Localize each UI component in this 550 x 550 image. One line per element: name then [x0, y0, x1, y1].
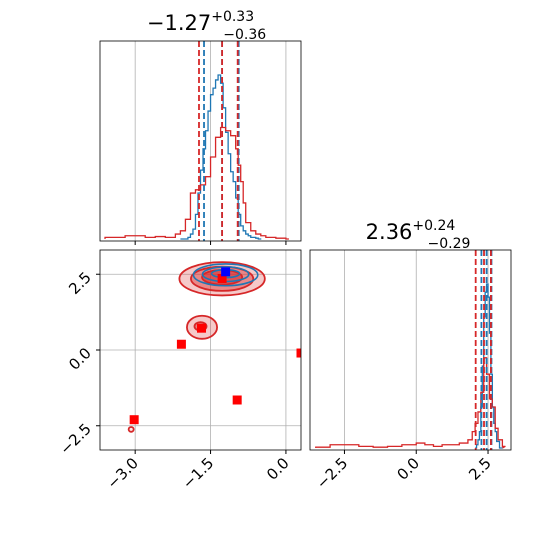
red-marker-0 — [217, 273, 227, 283]
svg-text:−0.29: −0.29 — [428, 236, 471, 252]
svg-text:2.36+0.24: 2.36+0.24 — [366, 218, 456, 244]
red-marker-3 — [129, 415, 139, 425]
panel-title-0: −1.27+0.33−0.36 — [147, 9, 266, 43]
blue-marker-0 — [221, 267, 231, 277]
red-marker-2 — [176, 339, 186, 349]
contour-panel: −3.0 −1.5 0.0 −2.5 0.0 2.5 — [56, 249, 302, 493]
y-tick-label-0: −2.5 — [56, 420, 94, 458]
red-marker-1 — [197, 323, 207, 333]
histogram-series-blue — [475, 283, 503, 449]
svg-text:−0.36: −0.36 — [223, 27, 266, 43]
histogram-series-blue — [180, 74, 262, 240]
svg-text:−1.27+0.33: −1.27+0.33 — [147, 9, 254, 35]
axes-frame — [309, 249, 512, 451]
x-tick-label-1: 0.0 — [393, 454, 423, 484]
x-tick-label-0: −2.5 — [313, 454, 351, 492]
x-tick-label-2: 2.5 — [465, 454, 495, 484]
red-marker-5 — [296, 348, 301, 358]
x-tick-label-2: 0.0 — [263, 454, 293, 484]
red-contour-5 — [127, 426, 135, 433]
x-tick-label-1: −1.5 — [179, 454, 217, 492]
blue-contour-0 — [192, 263, 259, 287]
x-tick-label-0: −3.0 — [104, 454, 142, 492]
y-tick-label-1: 0.0 — [65, 344, 95, 374]
panel-title-1: 2.36+0.24−0.29 — [366, 218, 471, 252]
histogram-panel-param2: −2.5 0.0 2.5 2.36+0.24−0.29 — [309, 218, 512, 493]
histogram-panel-param1: −1.27+0.33−0.36 — [99, 9, 302, 245]
axes-frame — [99, 40, 302, 242]
y-tick-label-2: 2.5 — [65, 268, 95, 298]
histogram-series-red — [104, 126, 289, 240]
red-marker-4 — [232, 395, 242, 405]
